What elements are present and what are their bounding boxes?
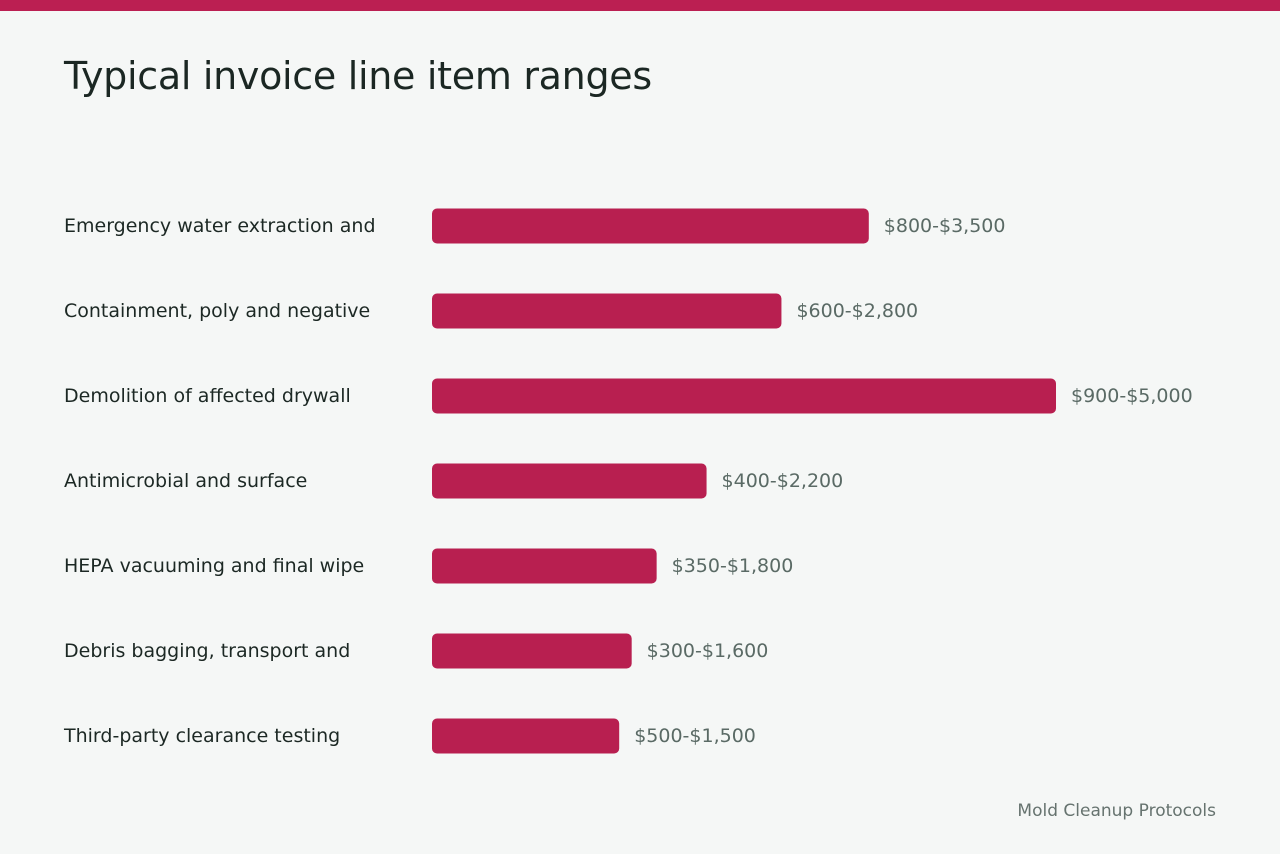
value-label: $900-$5,000 xyxy=(1071,385,1193,407)
value-label: $500-$1,500 xyxy=(634,725,756,747)
category-label: Debris bagging, transport and xyxy=(64,640,350,662)
bar xyxy=(432,208,869,244)
value-label: $600-$2,800 xyxy=(796,300,918,322)
top-accent-stripe xyxy=(0,0,1280,11)
category-label: Third-party clearance testing xyxy=(63,725,340,747)
category-label: Demolition of affected drywall xyxy=(64,385,351,407)
value-label: $300-$1,600 xyxy=(647,640,769,662)
bar xyxy=(432,718,620,754)
bar xyxy=(432,378,1056,414)
category-label: Containment, poly and negative xyxy=(64,300,370,322)
source-label: Mold Cleanup Protocols xyxy=(1017,801,1216,821)
bar xyxy=(432,463,707,499)
value-label: $400-$2,200 xyxy=(722,470,844,492)
bar xyxy=(432,293,782,329)
bar xyxy=(432,633,632,669)
chart-title: Typical invoice line item ranges xyxy=(64,54,652,98)
category-label: Emergency water extraction and xyxy=(64,215,376,237)
value-label: $350-$1,800 xyxy=(672,555,794,577)
category-label: HEPA vacuuming and final wipe xyxy=(64,555,364,577)
category-label: Antimicrobial and surface xyxy=(64,470,307,492)
value-label: $800-$3,500 xyxy=(884,215,1006,237)
bar xyxy=(432,548,657,584)
